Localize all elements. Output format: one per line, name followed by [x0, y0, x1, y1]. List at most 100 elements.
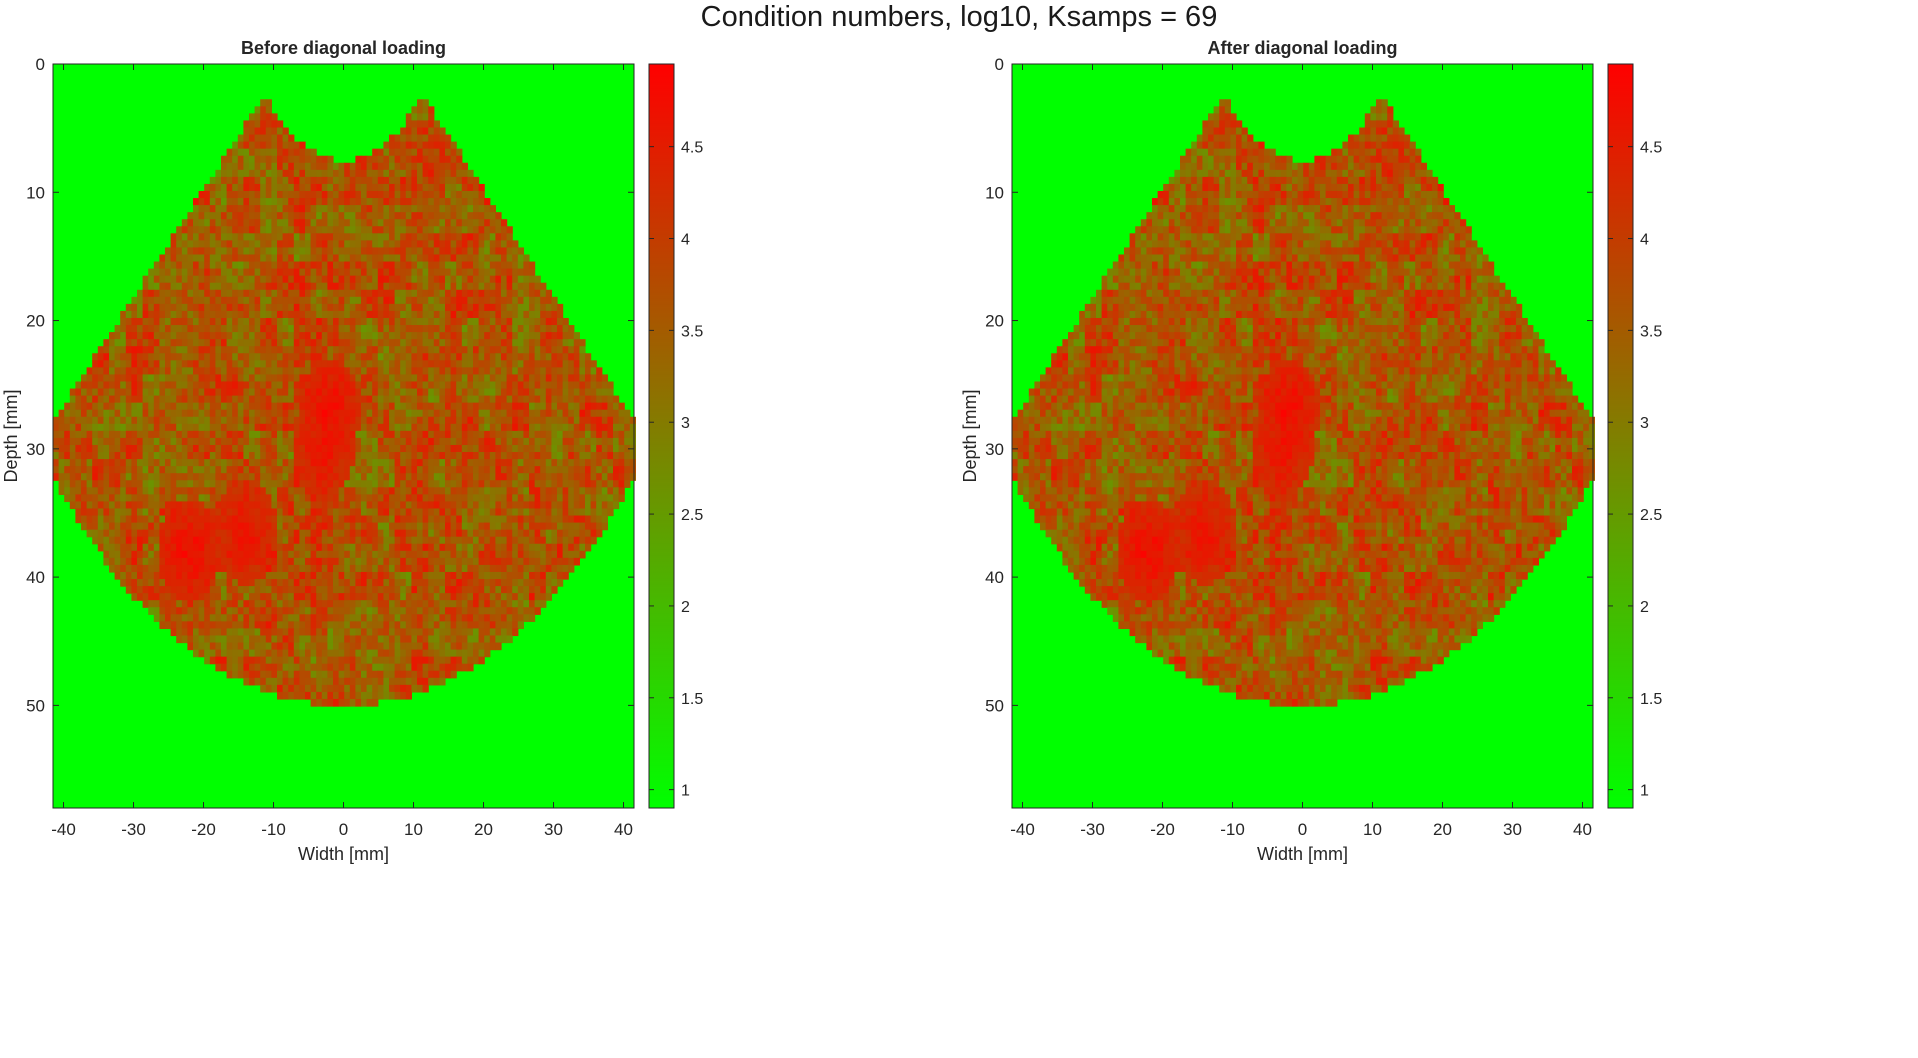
heatmap-cell: [316, 176, 323, 185]
heatmap-cell: [456, 289, 463, 298]
heatmap-cell: [456, 536, 463, 545]
heatmap-cell: [265, 508, 272, 517]
heatmap-cell: [265, 466, 272, 474]
heatmap-cell: [355, 522, 362, 531]
heatmap-cell: [484, 226, 491, 234]
heatmap-cell: [545, 402, 552, 411]
heatmap-cell: [176, 416, 183, 425]
heatmap-cell: [417, 127, 424, 136]
heatmap-cell: [590, 388, 597, 397]
heatmap-cell: [601, 466, 608, 474]
heatmap-cell: [529, 353, 536, 361]
heatmap-cell: [512, 332, 519, 340]
heatmap-cell: [389, 409, 396, 418]
heatmap-cell: [209, 176, 216, 185]
heatmap-cell: [260, 339, 267, 347]
heatmap-cell: [467, 339, 474, 347]
heatmap-cell: [254, 198, 261, 206]
heatmap-cell: [254, 141, 261, 150]
heatmap-cell: [456, 459, 463, 467]
heatmap-cell: [249, 303, 256, 312]
heatmap-cell: [372, 522, 379, 531]
heatmap-cell: [327, 183, 334, 192]
heatmap-cell: [165, 296, 172, 305]
heatmap-cell: [221, 452, 228, 460]
heatmap-cell: [473, 381, 480, 390]
heatmap-cell: [260, 268, 267, 277]
heatmap-cell: [534, 543, 541, 552]
heatmap-cell: [489, 452, 496, 460]
heatmap-cell: [529, 529, 536, 538]
heatmap-cell: [489, 466, 496, 474]
heatmap-cell: [148, 480, 155, 488]
heatmap-cell: [181, 430, 188, 439]
heatmap-cell: [366, 289, 373, 298]
heatmap-cell: [338, 247, 345, 256]
heatmap-cell: [534, 339, 541, 347]
heatmap-cell: [58, 437, 65, 446]
heatmap-cell: [226, 367, 233, 376]
heatmap-cell: [249, 339, 256, 347]
heatmap-cell: [601, 487, 608, 495]
heatmap-cell: [221, 430, 228, 439]
heatmap-cell: [137, 310, 144, 319]
heatmap-cell: [271, 444, 278, 453]
heatmap-cell: [428, 339, 435, 347]
heatmap-cell: [181, 416, 188, 425]
heatmap-cell: [377, 473, 384, 481]
heatmap-cell: [265, 430, 272, 439]
heatmap-cell: [288, 317, 295, 326]
heatmap-cell: [439, 402, 446, 411]
heatmap-cell: [506, 254, 513, 263]
heatmap-cell: [467, 374, 474, 383]
heatmap-cell: [618, 487, 625, 495]
heatmap-cell: [316, 325, 323, 333]
heatmap-cell: [495, 296, 502, 305]
heatmap-cell: [114, 332, 121, 340]
heatmap-cell: [417, 226, 424, 234]
heatmap-cell: [361, 367, 368, 376]
heatmap-cell: [394, 162, 401, 171]
heatmap-cell: [97, 402, 104, 411]
heatmap-cell: [243, 522, 250, 531]
heatmap-cell: [495, 353, 502, 361]
heatmap-cell: [109, 536, 116, 545]
heatmap-cell: [271, 275, 278, 284]
heatmap-cell: [142, 557, 149, 566]
heatmap-cell: [450, 247, 457, 256]
heatmap-cell: [377, 550, 384, 559]
heatmap-cell: [394, 226, 401, 234]
heatmap-cell: [439, 501, 446, 510]
heatmap-cell: [254, 155, 261, 164]
heatmap-cell: [377, 416, 384, 425]
heatmap-cell: [288, 275, 295, 284]
heatmap-cell: [316, 353, 323, 361]
heatmap-cell: [81, 459, 88, 467]
heatmap-cell: [310, 536, 317, 545]
heatmap-cell: [204, 367, 211, 376]
heatmap-cell: [417, 99, 424, 107]
heatmap-cell: [517, 430, 524, 439]
heatmap-cell: [405, 339, 412, 347]
heatmap-cell: [193, 310, 200, 319]
heatmap-cell: [433, 409, 440, 418]
heatmap-cell: [433, 226, 440, 234]
heatmap-cell: [288, 353, 295, 361]
heatmap-cell: [596, 416, 603, 425]
heatmap-cell: [333, 508, 340, 517]
heatmap-cell: [417, 416, 424, 425]
heatmap-cell: [159, 360, 166, 368]
heatmap-cell: [473, 374, 480, 383]
heatmap-cell: [489, 473, 496, 481]
heatmap-cell: [265, 106, 272, 114]
heatmap-cell: [226, 275, 233, 284]
heatmap-cell: [221, 564, 228, 573]
heatmap-cell: [534, 564, 541, 573]
heatmap-cell: [596, 388, 603, 397]
heatmap-cell: [254, 402, 261, 411]
heatmap-cell: [181, 303, 188, 312]
heatmap-cell: [215, 473, 222, 481]
heatmap-cell: [125, 409, 132, 418]
heatmap-cell: [344, 162, 351, 171]
heatmap-cell: [221, 459, 228, 467]
